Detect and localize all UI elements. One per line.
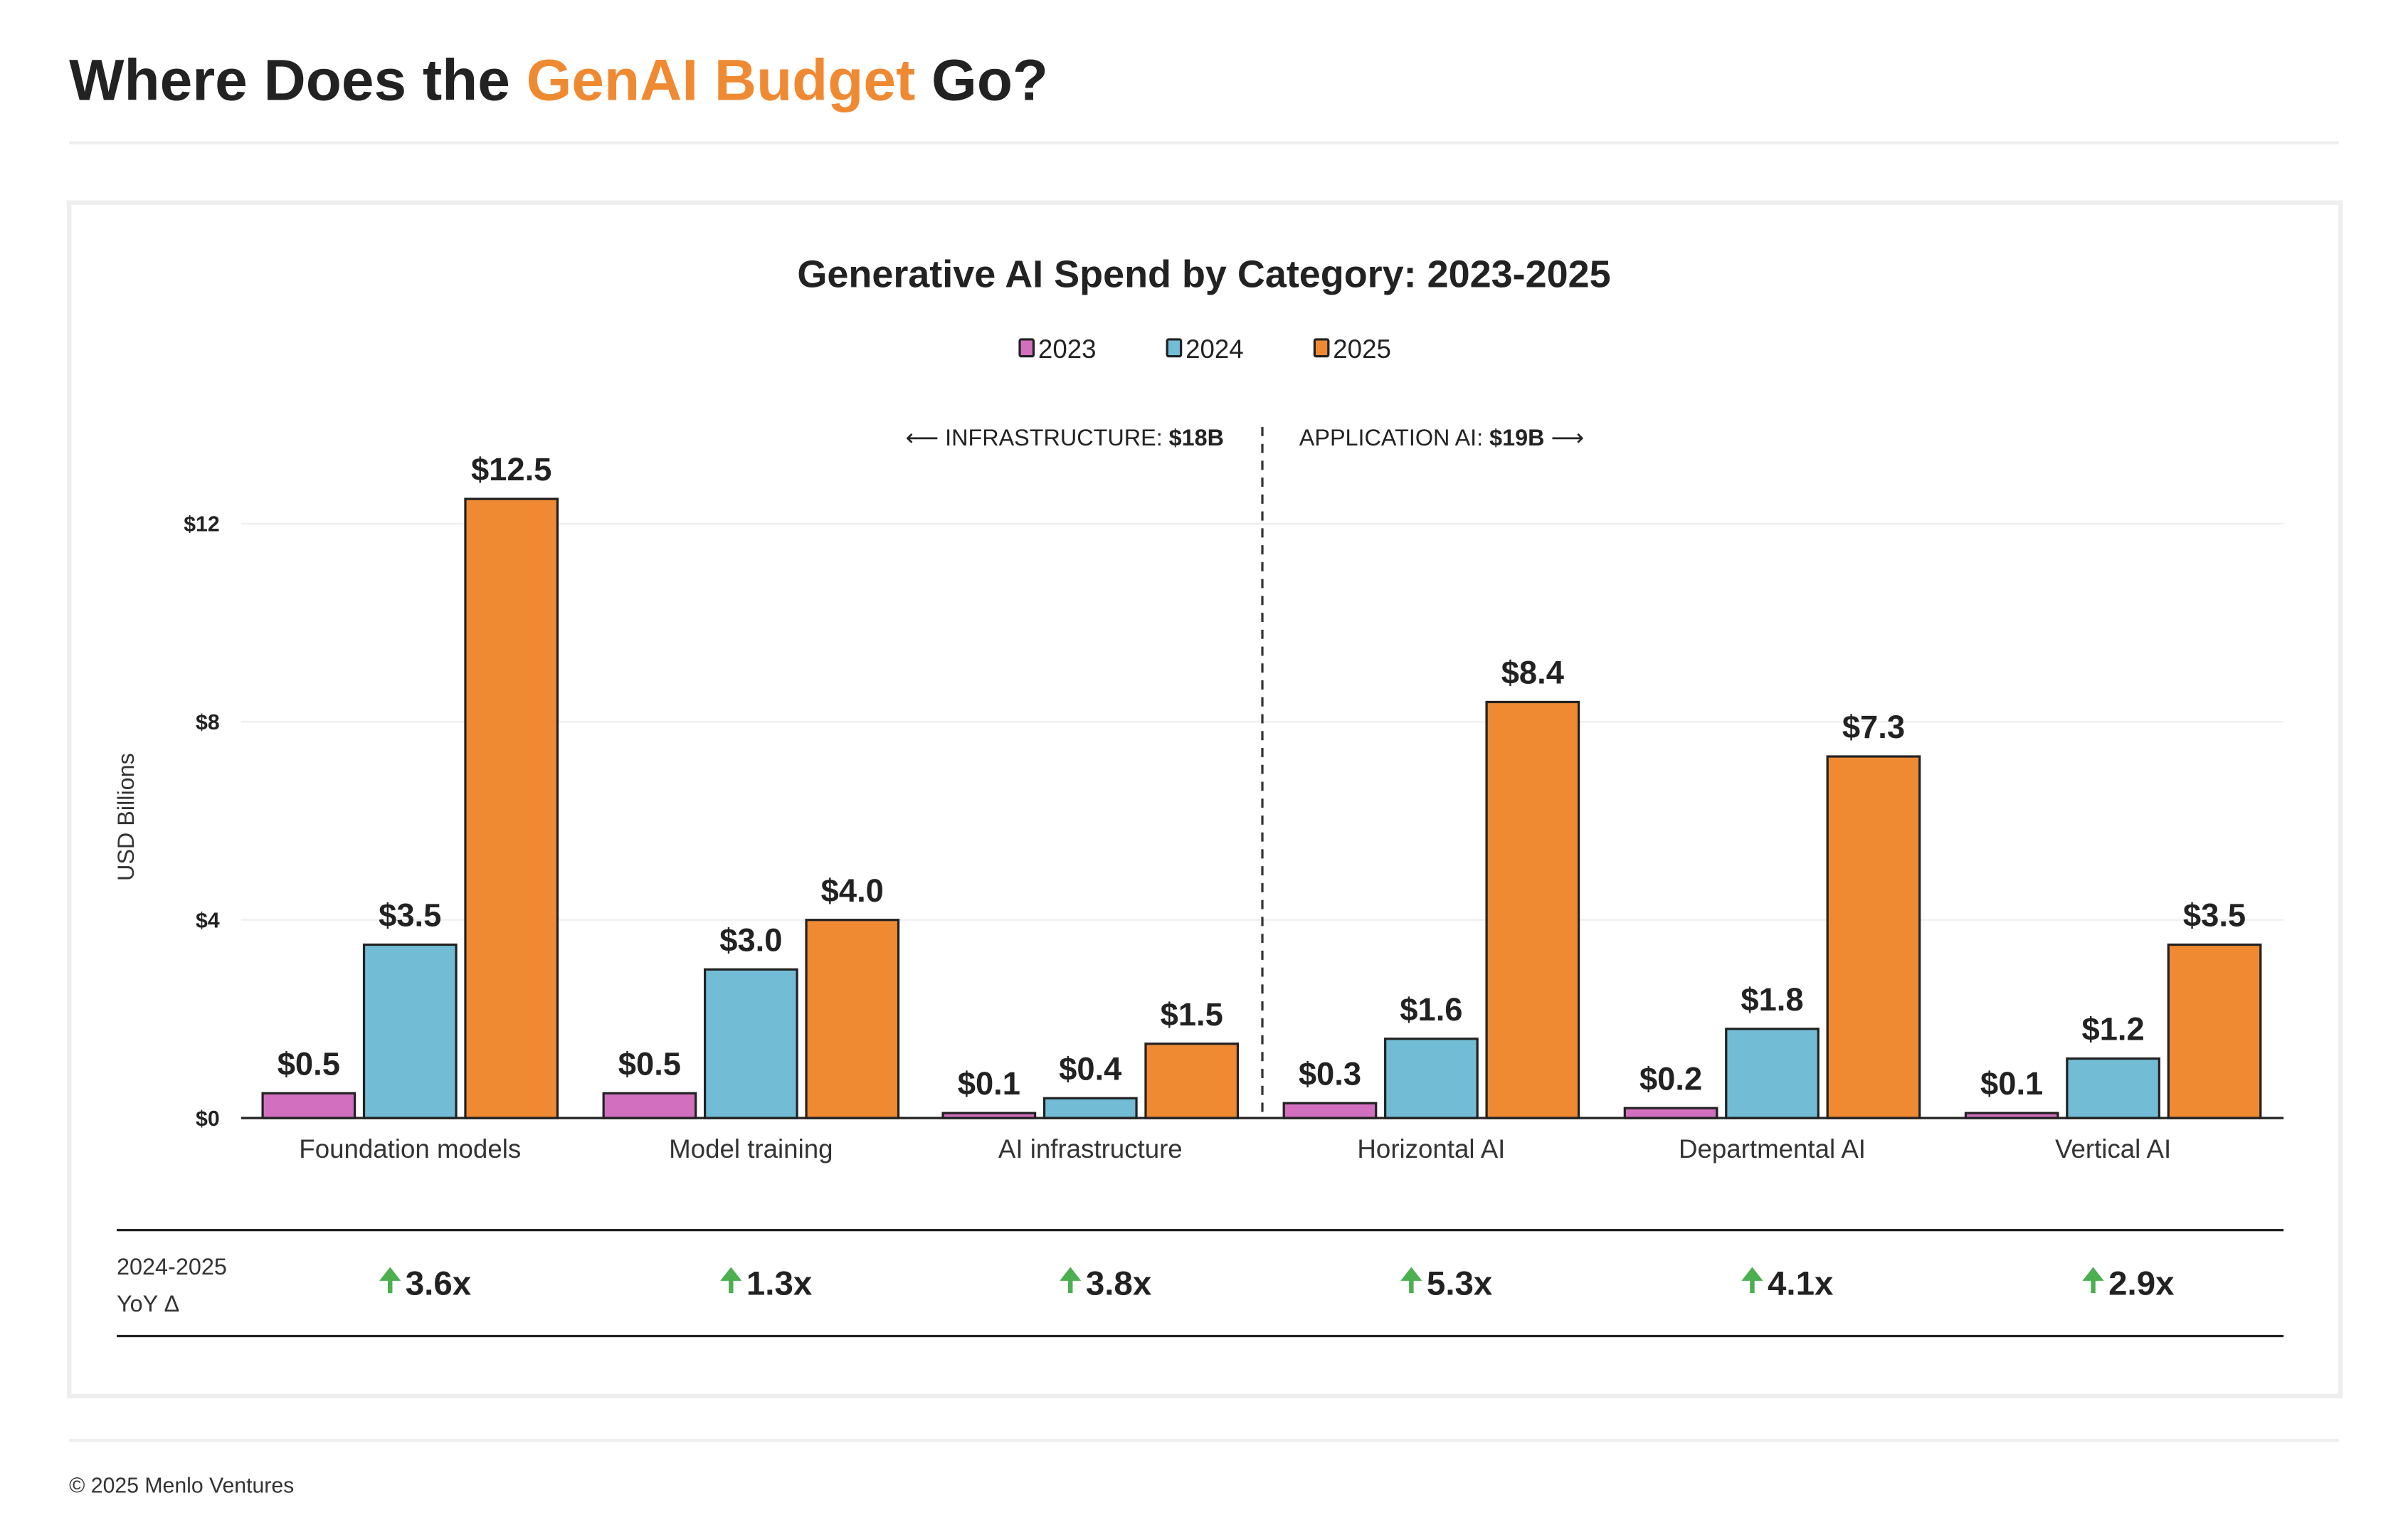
data-label: $1.5	[1161, 996, 1223, 1033]
yoy-value: 3.8x	[1086, 1265, 1152, 1302]
data-label: $0.4	[1059, 1050, 1121, 1087]
yoy-value: 2.9x	[2108, 1265, 2175, 1302]
arrow-up-icon-stem	[1068, 1277, 1073, 1294]
copyright: © 2025 Menlo Ventures	[69, 1474, 294, 1498]
data-label: $7.3	[1842, 709, 1905, 745]
data-label: $1.2	[2081, 1011, 2144, 1048]
infrastructure-label: ⟵ INFRASTRUCTURE: $18B	[906, 425, 1224, 450]
chart-card	[66, 200, 2343, 1398]
arrow-up-icon-shape	[379, 1267, 401, 1281]
application-label: APPLICATION AI: $19B ⟶	[1299, 425, 1584, 450]
arrow-up-icon-stem	[387, 1277, 393, 1294]
bar-2024	[2066, 1057, 2160, 1119]
arrow-up-icon	[720, 1267, 742, 1294]
data-label: $0.1	[958, 1065, 1020, 1102]
page-title: Where Does the GenAI Budget Go?	[69, 48, 1048, 112]
yoy-value: 3.6x	[406, 1265, 472, 1302]
arrow-up-icon	[2082, 1267, 2104, 1294]
arrow-up-icon	[1400, 1267, 1422, 1294]
arrow-up-icon-shape	[1400, 1267, 1422, 1281]
bar-2023	[261, 1092, 357, 1119]
data-label: $1.8	[1741, 981, 1803, 1018]
legend-label-2023: 2023	[1038, 334, 1097, 364]
x-tick-label: Model training	[669, 1134, 833, 1163]
y-axis-label: USD Billions	[113, 753, 139, 881]
yoy-row-label-2: YoY Δ	[117, 1291, 179, 1316]
legend-swatch-2024	[1166, 338, 1183, 358]
bar-2025	[1144, 1043, 1240, 1119]
chart-title: Generative AI Spend by Category: 2023-20…	[797, 253, 1610, 296]
x-tick-label: Foundation models	[299, 1134, 521, 1163]
arrow-up-icon	[379, 1267, 401, 1294]
y-tick-label: $12	[184, 513, 219, 537]
bar-2025	[1826, 755, 1921, 1119]
x-tick-label: Vertical AI	[2055, 1134, 2171, 1163]
bar-2024	[1042, 1097, 1138, 1119]
arrow-up-icon-shape	[1060, 1267, 1082, 1281]
data-label: $3.5	[379, 897, 441, 934]
arrow-up-icon-shape	[1741, 1267, 1763, 1281]
legend-swatch-2025	[1313, 338, 1330, 358]
legend-label-2024: 2024	[1185, 334, 1244, 364]
yoy-value: 5.3x	[1427, 1265, 1493, 1302]
legend-label-2025: 2025	[1333, 334, 1391, 364]
bar-2024	[362, 943, 458, 1119]
data-label: $3.5	[2183, 897, 2246, 934]
arrow-up-icon-stem	[1750, 1277, 1755, 1294]
bar-2024	[1384, 1038, 1479, 1119]
arrow-up-icon-shape	[720, 1267, 742, 1281]
data-label: $0.1	[1980, 1065, 2043, 1102]
data-label: $8.4	[1501, 655, 1564, 691]
arrow-up-icon	[1060, 1267, 1082, 1294]
arrow-up-icon-stem	[729, 1277, 734, 1294]
bar-2023	[1282, 1102, 1378, 1119]
arrow-up-icon-stem	[1409, 1277, 1414, 1294]
yoy-row-label: 2024-2025	[117, 1254, 227, 1279]
yoy-value: 4.1x	[1768, 1265, 1834, 1302]
bar-2025	[805, 919, 900, 1119]
arrow-up-icon-shape	[2082, 1267, 2104, 1281]
x-tick-label: Horizontal AI	[1357, 1134, 1505, 1163]
x-tick-label: Departmental AI	[1679, 1134, 1866, 1163]
category-labels: Foundation models Model training AI infras…	[299, 1134, 2171, 1163]
bar-2024	[703, 968, 798, 1119]
y-tick-label: $4	[196, 909, 220, 932]
bars: $0.5 $3.5 $12.5 $0.5 $3.0 $4.0 $0.1 $0.4 $1.5 $0.…	[261, 451, 2262, 1119]
y-tick-label: $8	[196, 711, 220, 734]
data-label: $0.5	[618, 1045, 681, 1082]
bar-2024	[1725, 1028, 1820, 1119]
data-label: $1.6	[1400, 991, 1462, 1028]
x-tick-label: AI infrastructure	[998, 1134, 1183, 1163]
bar-2023	[1623, 1107, 1718, 1119]
data-label: $0.2	[1639, 1060, 1702, 1097]
title-highlight: GenAI Budget	[527, 48, 916, 112]
data-label: $0.3	[1299, 1055, 1361, 1092]
data-label: $4.0	[821, 872, 884, 909]
bar-2025	[464, 497, 559, 1119]
data-label: $3.0	[719, 922, 782, 958]
arrow-up-icon	[1741, 1267, 1763, 1294]
yoy-values: 3.6x 1.3x 3.8x 5.3x 4.1x 2.9x	[379, 1265, 2175, 1302]
bar-2023	[602, 1092, 697, 1119]
yoy-value: 1.3x	[746, 1265, 813, 1302]
data-label: $12.5	[471, 451, 551, 487]
data-label: $0.5	[278, 1045, 340, 1082]
y-tick-label: $0	[196, 1107, 220, 1131]
bar-2025	[2167, 943, 2262, 1119]
legend: 2023 2024 2025	[1018, 334, 1391, 364]
legend-swatch-2023	[1018, 338, 1035, 358]
arrow-up-icon-stem	[2091, 1277, 2096, 1294]
bar-2025	[1485, 700, 1580, 1119]
